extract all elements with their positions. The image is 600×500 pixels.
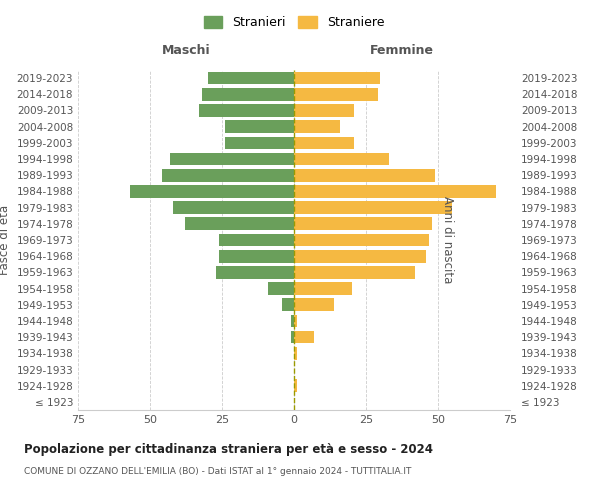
Bar	[294, 282, 352, 295]
Text: Femmine: Femmine	[370, 44, 434, 57]
Bar	[268, 282, 294, 295]
Bar	[130, 185, 294, 198]
Bar	[199, 104, 294, 117]
Bar	[219, 250, 294, 262]
Bar	[294, 104, 355, 117]
Bar	[170, 152, 294, 166]
Bar	[294, 152, 389, 166]
Bar	[294, 314, 297, 328]
Y-axis label: Anni di nascita: Anni di nascita	[440, 196, 454, 284]
Bar	[294, 298, 334, 311]
Bar	[291, 314, 294, 328]
Bar	[283, 298, 294, 311]
Bar	[294, 88, 377, 101]
Y-axis label: Fasce di età: Fasce di età	[0, 205, 11, 275]
Bar	[161, 169, 294, 181]
Text: COMUNE DI OZZANO DELL'EMILIA (BO) - Dati ISTAT al 1° gennaio 2024 - TUTTITALIA.I: COMUNE DI OZZANO DELL'EMILIA (BO) - Dati…	[24, 468, 412, 476]
Bar	[294, 380, 297, 392]
Bar	[294, 169, 435, 181]
Bar	[294, 331, 314, 344]
Text: Maschi: Maschi	[161, 44, 211, 57]
Bar	[173, 202, 294, 214]
Bar	[294, 202, 452, 214]
Bar	[294, 218, 432, 230]
Bar	[185, 218, 294, 230]
Bar	[202, 88, 294, 101]
Bar	[294, 120, 340, 133]
Bar	[216, 266, 294, 278]
Bar	[294, 136, 355, 149]
Bar	[294, 347, 297, 360]
Bar	[294, 234, 430, 246]
Bar	[291, 331, 294, 344]
Bar	[294, 250, 427, 262]
Bar	[219, 234, 294, 246]
Bar	[294, 185, 496, 198]
Bar	[208, 72, 294, 85]
Bar	[225, 136, 294, 149]
Bar	[294, 72, 380, 85]
Text: Popolazione per cittadinanza straniera per età e sesso - 2024: Popolazione per cittadinanza straniera p…	[24, 442, 433, 456]
Bar	[294, 266, 415, 278]
Legend: Stranieri, Straniere: Stranieri, Straniere	[199, 11, 389, 34]
Bar	[225, 120, 294, 133]
